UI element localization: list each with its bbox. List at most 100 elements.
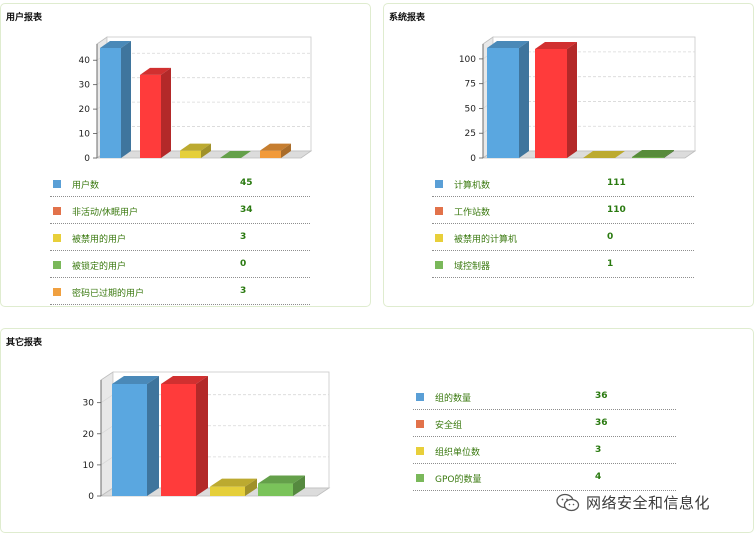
legend-row: 组织单位数 3 [413,437,676,464]
bar [140,67,171,158]
legend-label: 被禁用的计算机 [454,235,518,245]
y-tick-label: 40 [79,56,91,66]
bar [632,150,674,158]
bar-side [196,376,208,496]
bar-side [161,67,171,158]
bar-front [100,48,121,158]
y-tick-label: 100 [459,55,476,65]
user-report-chart: 0 10 20 30 40 [79,36,313,164]
legend-swatch [435,234,443,242]
legend-row: 域控制器 1 [432,251,694,278]
legend-label: 密码已过期的用户 [72,289,145,299]
bar-top [112,376,159,384]
legend-swatch [53,288,61,296]
bar-side [245,478,257,496]
legend-row: 被锁定的用户 0 [50,251,310,278]
bar-front [258,483,293,496]
bar-front [632,157,664,158]
back-wall [106,36,312,152]
legend-swatch [416,447,424,455]
wechat-icon [556,493,580,512]
legend-swatch [53,261,61,269]
legend-value: 110 [607,205,626,215]
legend-swatch [53,207,61,215]
legend-row: 被禁用的计算机 0 [432,224,694,251]
bar-top [535,41,577,49]
legend-swatch [416,420,424,428]
legend-row: 工作站数 110 [432,197,694,224]
system-report-chart: 0 25 50 75 100 [459,36,697,164]
system-report-legend: 计算机数 111 工作站数 110 被禁用的计算机 0 域控制器 1 [432,170,694,278]
watermark-text: 网络安全和信息化 [586,494,711,512]
bar-top [260,143,291,151]
bar-front [535,48,567,158]
legend-row: 用户数 45 [50,170,310,197]
legend-swatch [435,261,443,269]
bar-side [293,475,305,496]
bar-front [161,384,196,496]
y-tick-label: 50 [465,104,477,114]
legend-label: 被锁定的用户 [72,262,127,272]
bar-side [519,41,529,158]
legend-row: 计算机数 111 [432,170,694,197]
left-wall [100,371,114,497]
bar [260,143,291,158]
user-report-legend: 用户数 45 非活动/休眠用户 34 被禁用的用户 3 被锁定的用户 0 密码已过期的用户 3 [50,170,310,305]
legend-row: GPO的数量 4 [413,464,676,491]
bar-front [112,384,147,496]
other-report-legend: 组的数量 36 安全组 36 组织单位数 3 GPO的数量 4 [413,383,676,491]
bar-front [180,150,201,158]
y-tick-label: 0 [470,154,476,164]
bar-side [567,41,577,158]
bar-side [147,376,159,496]
bar-front [260,150,281,158]
bar-front [210,486,245,496]
bar-top [487,41,529,48]
bar-side [201,143,211,158]
bar-top [220,151,251,158]
bar-top [258,475,305,484]
panel-title: 系统报表 [389,13,426,23]
legend-label: GPO的数量 [435,475,482,485]
bar [220,151,251,158]
legend-swatch [53,180,61,188]
legend-value: 0 [240,259,247,269]
legend-label: 安全组 [435,421,463,431]
bar [161,376,208,496]
legend-label: 计算机数 [454,181,491,191]
bar [258,475,305,496]
legend-row: 安全组 36 [413,410,676,437]
legend-row: 密码已过期的用户 3 [50,278,310,305]
y-tick-label: 20 [83,430,95,440]
bar [210,478,257,496]
y-tick-label: 0 [88,492,94,502]
legend-label: 被禁用的用户 [72,235,127,245]
other-report-chart: 0 10 20 30 [83,371,331,502]
gridline [100,425,114,435]
legend-value: 3 [240,286,247,296]
gridline [100,394,114,403]
legend-value: 34 [240,205,253,215]
legend-value: 36 [595,391,608,401]
bar-top [583,151,625,158]
bar [180,143,211,158]
bar-top [632,150,674,158]
legend-value: 3 [595,445,602,455]
bar-top [161,376,208,384]
legend-row: 组的数量 36 [413,383,676,410]
bar-top [100,41,131,48]
bar-front [487,48,519,158]
y-tick-label: 0 [84,154,90,164]
legend-value: 4 [595,472,602,482]
bar-top [140,67,171,75]
legend-swatch [435,180,443,188]
legend-value: 111 [607,178,626,188]
legend-value: 3 [240,232,247,242]
y-tick-label: 10 [83,461,95,471]
bar [100,41,131,158]
y-tick-label: 20 [79,105,91,115]
legend-swatch [435,207,443,215]
bar-side [121,41,131,158]
bar [583,151,625,158]
bar [487,41,529,158]
